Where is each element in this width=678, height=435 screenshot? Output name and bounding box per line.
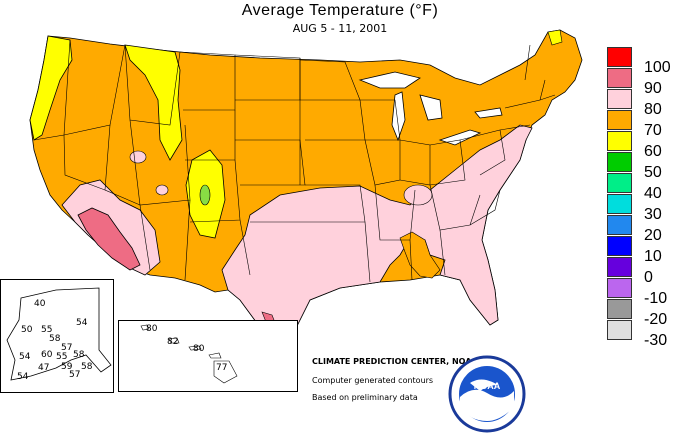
alaska-value: 54: [76, 318, 88, 328]
legend-swatch: [607, 215, 632, 235]
hawaii-value: 82: [167, 337, 179, 347]
legend-row: 70: [607, 110, 678, 139]
credit-center: CLIMATE PREDICTION CENTER, NOAA: [312, 357, 478, 366]
legend-label: -30: [644, 332, 668, 349]
legend-label: -20: [644, 311, 668, 328]
alaska-value: 54: [19, 352, 31, 362]
legend-swatch: [607, 173, 632, 193]
alaska-value: 57: [61, 343, 73, 353]
legend-label: 40: [644, 185, 662, 202]
lake-ontario: [474, 107, 503, 119]
legend-label: 60: [644, 143, 662, 160]
temperature-legend: 100 90 80 70 60 50 40 30 20 10 0 -1: [607, 47, 678, 349]
legend-row: 60: [607, 131, 678, 160]
hawaii-value: 77: [216, 363, 228, 373]
legend-label: -10: [644, 290, 668, 307]
zone-80-90-utah: [155, 184, 169, 196]
alaska-outline: [6, 287, 112, 381]
zone-80-90-kentucky: [403, 184, 433, 206]
legend-label: 70: [644, 122, 662, 139]
hawaii-value: 80: [146, 324, 158, 334]
legend-label: 90: [644, 80, 662, 97]
legend-swatch: [607, 110, 632, 130]
credit-preliminary: Based on preliminary data: [312, 393, 418, 402]
legend-swatch: [607, 68, 632, 88]
legend-swatch: [607, 152, 632, 172]
legend-row: -30: [607, 320, 678, 349]
map-subtitle: AUG 5 - 11, 2001: [292, 22, 388, 35]
alaska-inset: 40 50 55 54 58 57 54 60 55 58 47 59 57 5…: [0, 279, 114, 393]
legend-swatch: [607, 278, 632, 298]
map-title: Average Temperature (°F): [241, 2, 439, 19]
legend-row: 20: [607, 215, 678, 244]
legend-row: 10: [607, 236, 678, 265]
legend-swatch: [607, 257, 632, 277]
alaska-value: 58: [49, 334, 61, 344]
lake-huron: [419, 94, 443, 121]
alaska-value: 50: [21, 325, 33, 335]
legend-row: -10: [607, 278, 678, 307]
us-temperature-map: [29, 29, 583, 350]
lake-superior: [358, 71, 421, 89]
legend-label: 50: [644, 164, 662, 181]
legend-row: 50: [607, 152, 678, 181]
legend-label: 0: [644, 269, 653, 286]
noaa-logo: NOAA: [448, 355, 526, 433]
alaska-value: 47: [38, 363, 50, 373]
legend-label: 80: [644, 101, 662, 118]
hawaii-inset: 80 82 80 77: [118, 320, 298, 392]
alaska-value: 55: [56, 352, 68, 362]
legend-swatch: [607, 47, 632, 67]
zone-60-70-northwest: [29, 35, 73, 141]
alaska-value: 59: [61, 362, 73, 372]
alaska-value: 58: [81, 362, 93, 372]
legend-row: -20: [607, 299, 678, 328]
legend-swatch: [607, 320, 632, 340]
alaska-value: 57: [69, 370, 81, 380]
credit-contours: Computer generated contours: [312, 376, 434, 385]
zone-60-70-maine: [547, 29, 563, 46]
legend-swatch: [607, 299, 632, 319]
legend-row: 0: [607, 257, 678, 286]
alaska-value: 54: [17, 372, 29, 382]
lake-erie: [438, 129, 482, 146]
state-boundaries: [33, 39, 556, 283]
legend-row: 40: [607, 173, 678, 202]
legend-label: 10: [644, 248, 662, 265]
zone-90-100-southwest: [77, 207, 141, 271]
hawaii-value: 80: [193, 344, 205, 354]
legend-row: 100: [607, 47, 678, 76]
legend-label: 20: [644, 227, 662, 244]
legend-row: 90: [607, 68, 678, 97]
alaska-value: 60: [41, 350, 53, 360]
legend-swatch: [607, 194, 632, 214]
hawaii-islands: [140, 324, 238, 384]
zone-80-90-idaho: [129, 150, 147, 164]
legend-row: 30: [607, 194, 678, 223]
legend-label: 100: [644, 59, 671, 76]
legend-row: 80: [607, 89, 678, 118]
legend-swatch: [607, 131, 632, 151]
alaska-value: 55: [41, 325, 53, 335]
alaska-value: 58: [73, 350, 85, 360]
legend-label: 30: [644, 206, 662, 223]
alaska-value: 40: [34, 299, 46, 309]
noaa-logo-text: NOAA: [474, 381, 501, 391]
legend-swatch: [607, 89, 632, 109]
zone-50-60-colorado: [199, 184, 211, 206]
legend-swatch: [607, 236, 632, 256]
